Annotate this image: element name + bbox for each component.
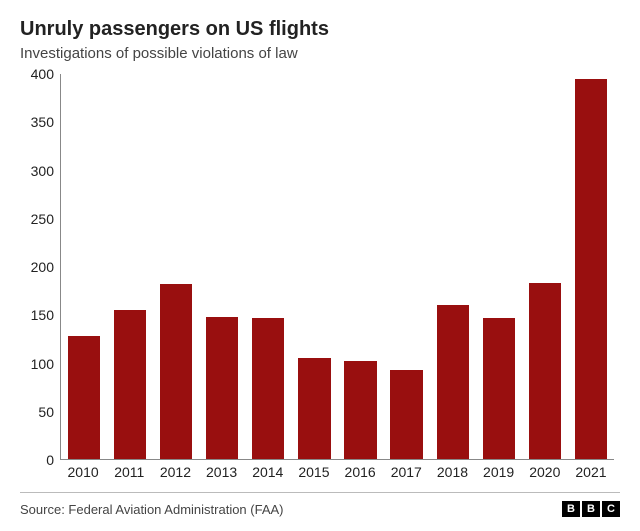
x-tick-label: 2021 xyxy=(568,460,614,482)
bar-slot xyxy=(107,74,153,459)
bar xyxy=(483,318,515,459)
chart-area: 050100150200250300350400 201020112012201… xyxy=(20,74,620,482)
bar xyxy=(437,305,469,459)
bar-slot xyxy=(337,74,383,459)
bar-slot xyxy=(199,74,245,459)
x-tick-label: 2011 xyxy=(106,460,152,482)
bar-slot xyxy=(568,74,614,459)
x-tick-label: 2020 xyxy=(522,460,568,482)
chart-title: Unruly passengers on US flights xyxy=(20,18,620,41)
x-axis: 2010201120122013201420152016201720182019… xyxy=(60,460,614,482)
bar xyxy=(252,318,284,459)
bar-slot xyxy=(384,74,430,459)
y-axis: 050100150200250300350400 xyxy=(20,74,60,460)
x-tick-label: 2018 xyxy=(429,460,475,482)
bar-slot xyxy=(522,74,568,459)
chart-subtitle: Investigations of possible violations of… xyxy=(20,45,620,62)
x-tick-label: 2012 xyxy=(152,460,198,482)
y-tick-label: 300 xyxy=(31,163,54,179)
bar xyxy=(114,310,146,459)
bar-slot xyxy=(430,74,476,459)
bar xyxy=(160,284,192,459)
bar xyxy=(206,317,238,459)
y-tick-label: 350 xyxy=(31,114,54,130)
chart-container: Unruly passengers on US flights Investig… xyxy=(0,0,640,531)
bbc-logo-letter: B xyxy=(562,501,580,517)
x-tick-label: 2013 xyxy=(199,460,245,482)
bar xyxy=(390,370,422,459)
bar-slot xyxy=(61,74,107,459)
bar xyxy=(575,79,607,459)
source-text: Source: Federal Aviation Administration … xyxy=(20,502,284,517)
x-tick-label: 2017 xyxy=(383,460,429,482)
y-tick-label: 0 xyxy=(46,452,54,468)
bar-slot xyxy=(245,74,291,459)
footer: Source: Federal Aviation Administration … xyxy=(20,492,620,517)
y-tick-label: 50 xyxy=(38,404,54,420)
y-tick-label: 200 xyxy=(31,259,54,275)
bbc-logo-letter: B xyxy=(582,501,600,517)
y-tick-label: 150 xyxy=(31,307,54,323)
bar xyxy=(68,336,100,459)
x-tick-label: 2014 xyxy=(245,460,291,482)
plot-region xyxy=(60,74,614,460)
bbc-logo: BBC xyxy=(562,501,620,517)
bar xyxy=(529,283,561,459)
bar xyxy=(344,361,376,459)
bars-group xyxy=(61,74,614,459)
y-tick-label: 400 xyxy=(31,66,54,82)
y-tick-label: 250 xyxy=(31,211,54,227)
x-tick-label: 2016 xyxy=(337,460,383,482)
bar xyxy=(298,358,330,459)
bbc-logo-letter: C xyxy=(602,501,620,517)
bar-slot xyxy=(476,74,522,459)
bar-slot xyxy=(153,74,199,459)
x-tick-label: 2015 xyxy=(291,460,337,482)
x-tick-label: 2010 xyxy=(60,460,106,482)
y-tick-label: 100 xyxy=(31,356,54,372)
x-tick-label: 2019 xyxy=(476,460,522,482)
bar-slot xyxy=(291,74,337,459)
